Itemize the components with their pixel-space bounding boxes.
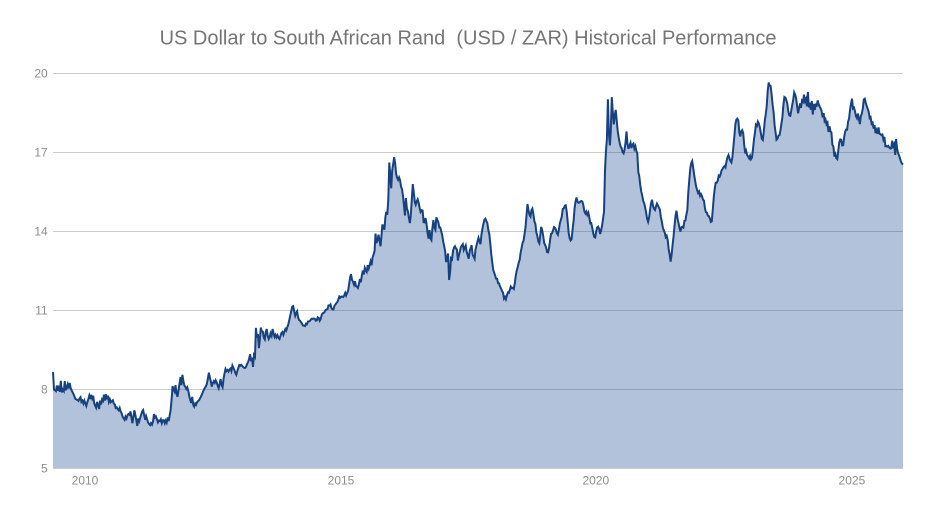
svg-text:2015: 2015 <box>328 474 355 488</box>
svg-text:2010: 2010 <box>72 474 99 488</box>
svg-text:8: 8 <box>41 383 48 397</box>
svg-text:11: 11 <box>35 304 48 318</box>
svg-text:US Dollar to South African Ran: US Dollar to South African Rand (USD / Z… <box>160 28 777 50</box>
svg-text:2025: 2025 <box>839 474 866 488</box>
svg-text:20: 20 <box>34 67 48 81</box>
svg-text:2020: 2020 <box>582 474 609 488</box>
svg-text:17: 17 <box>34 146 48 160</box>
svg-text:14: 14 <box>34 225 48 239</box>
svg-text:5: 5 <box>41 462 48 476</box>
